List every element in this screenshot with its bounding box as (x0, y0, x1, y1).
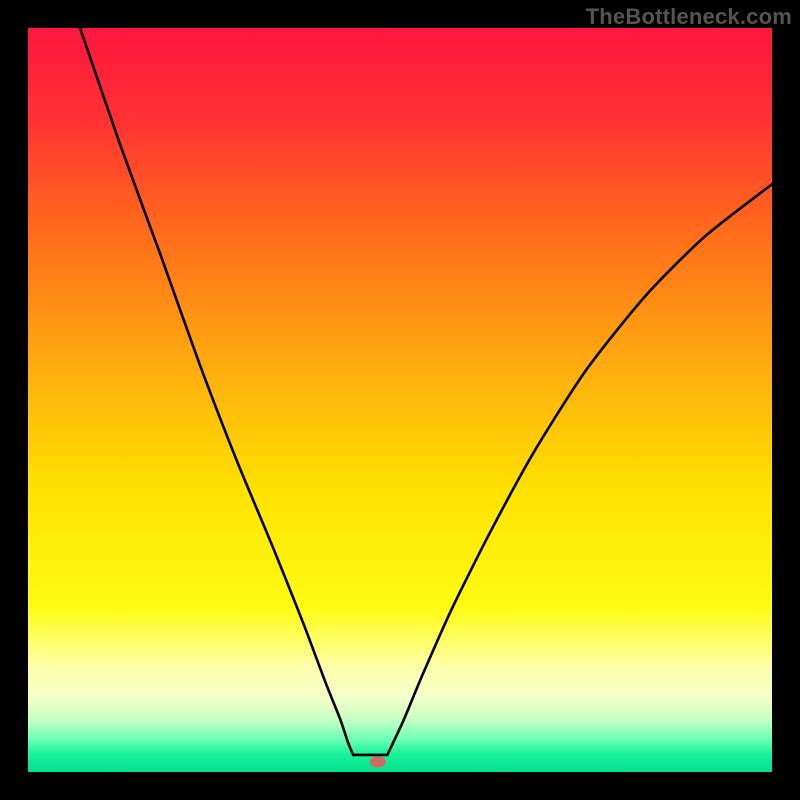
curve-left-branch (80, 28, 353, 755)
plot-area (28, 28, 772, 772)
chart-container: TheBottleneck.com (0, 0, 800, 800)
watermark-text: TheBottleneck.com (586, 4, 792, 30)
bottleneck-curve (28, 28, 772, 772)
curve-right-branch (387, 184, 772, 755)
